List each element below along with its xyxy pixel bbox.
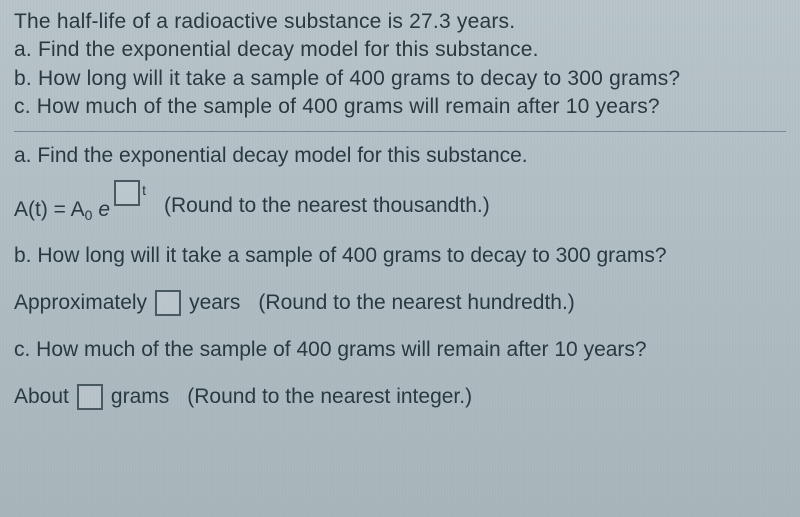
- intro-line-3: b. How long will it take a sample of 400…: [14, 65, 786, 93]
- formula-lhs: A(t) = A: [14, 198, 85, 222]
- part-c-suffix: grams: [111, 385, 169, 409]
- exponent-input[interactable]: [114, 180, 140, 206]
- part-b-hint: (Round to the nearest hundredth.): [258, 291, 574, 315]
- part-a-formula-row: A(t) = A 0 e t (Round to the nearest tho…: [14, 190, 786, 222]
- part-b-prefix: Approximately: [14, 291, 147, 315]
- intro-line-1: The half-life of a radioactive substance…: [14, 8, 786, 36]
- intro-line-4: c. How much of the sample of 400 grams w…: [14, 93, 786, 121]
- part-c-prefix: About: [14, 385, 69, 409]
- part-c-hint: (Round to the nearest integer.): [187, 385, 472, 409]
- part-c-input[interactable]: [77, 384, 103, 410]
- question-panel: The half-life of a radioactive substance…: [0, 0, 800, 418]
- part-c-question: c. How much of the sample of 400 grams w…: [14, 338, 786, 362]
- part-b-input[interactable]: [155, 290, 181, 316]
- part-b-question: b. How long will it take a sample of 400…: [14, 244, 786, 268]
- part-a-title: a. Find the exponential decay model for …: [14, 144, 786, 168]
- exponent-t: t: [142, 182, 146, 198]
- formula-e: e: [98, 198, 110, 222]
- intro-line-2: a. Find the exponential decay model for …: [14, 36, 786, 64]
- exponent-group: t: [114, 180, 146, 206]
- part-a-hint: (Round to the nearest thousandth.): [164, 194, 490, 218]
- part-b-answer-row: Approximately years (Round to the neares…: [14, 290, 786, 316]
- decay-formula: A(t) = A 0 e t: [14, 190, 146, 222]
- formula-sub-zero: 0: [85, 207, 93, 223]
- part-b-suffix: years: [189, 291, 240, 315]
- section-divider: [14, 131, 786, 132]
- problem-intro: The half-life of a radioactive substance…: [14, 8, 786, 121]
- part-c-answer-row: About grams (Round to the nearest intege…: [14, 384, 786, 410]
